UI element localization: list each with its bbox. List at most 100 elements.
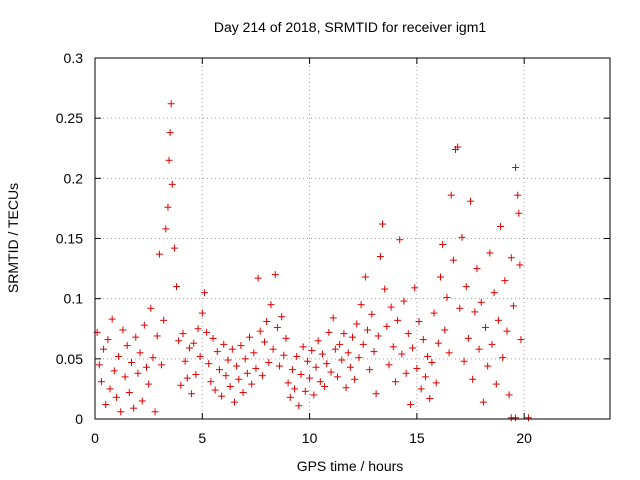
data-point: [387, 303, 395, 311]
data-point: [241, 355, 249, 363]
data-point: [269, 345, 277, 353]
data-point: [267, 301, 275, 309]
data-point: [235, 375, 243, 383]
data-point: [220, 340, 228, 348]
data-point: [233, 362, 241, 370]
axis-ticks: [94, 57, 610, 420]
data-point: [97, 378, 105, 386]
data-point: [194, 325, 202, 333]
data-point: [121, 373, 129, 381]
y-tick-label: 0.1: [64, 291, 84, 307]
data-point: [321, 383, 329, 391]
y-tick-label: 0.25: [56, 110, 83, 126]
data-point: [218, 392, 226, 400]
data-point: [314, 337, 322, 345]
data-point: [353, 320, 361, 328]
grid: [95, 57, 610, 419]
data-point: [278, 313, 286, 321]
data-point: [351, 375, 359, 383]
data-point: [370, 348, 378, 356]
data-point: [306, 374, 314, 382]
data-point: [430, 309, 438, 317]
data-point: [280, 351, 288, 359]
data-point: [115, 352, 123, 360]
data-point: [383, 322, 391, 330]
y-tick-label: 0.2: [64, 170, 84, 186]
data-point: [123, 342, 131, 350]
data-point: [340, 330, 348, 338]
data-point: [185, 344, 193, 352]
data-point: [368, 310, 376, 318]
data-point: [271, 271, 279, 279]
data-point: [366, 366, 374, 374]
data-point: [379, 220, 387, 228]
data-point: [164, 203, 172, 211]
data-point: [471, 308, 479, 316]
data-point: [102, 401, 110, 409]
data-point: [372, 390, 380, 398]
data-point: [400, 297, 408, 305]
data-point: [460, 357, 468, 365]
data-point: [515, 209, 523, 217]
data-point: [355, 354, 363, 362]
data-point: [331, 345, 339, 353]
data-point: [308, 346, 316, 354]
data-point: [132, 333, 140, 341]
data-point: [192, 370, 200, 378]
data-point: [100, 345, 108, 353]
data-point: [265, 358, 273, 366]
data-point: [447, 191, 455, 199]
y-axis-label: SRMTID / TECUs: [5, 183, 21, 293]
x-tick-label: 15: [409, 430, 425, 446]
x-axis-label: GPS time / hours: [297, 458, 404, 474]
data-point: [507, 254, 515, 262]
data-point: [151, 408, 159, 416]
chart-title: Day 214 of 2018, SRMTID for receiver igm…: [214, 19, 487, 35]
data-point: [112, 393, 120, 401]
data-point: [252, 364, 260, 372]
data-point: [207, 378, 215, 386]
data-point: [104, 336, 112, 344]
data-point: [145, 380, 153, 388]
data-point: [250, 349, 258, 357]
data-point: [258, 372, 266, 380]
data-point: [168, 180, 176, 188]
data-point: [323, 360, 331, 368]
data-point: [469, 375, 477, 383]
data-point: [484, 362, 492, 370]
data-point: [389, 343, 397, 351]
data-point: [391, 378, 399, 386]
data-point: [514, 191, 522, 199]
data-point: [228, 345, 236, 353]
data-point: [479, 398, 487, 406]
data-point: [230, 398, 238, 406]
data-point: [190, 339, 198, 347]
data-point: [374, 332, 382, 340]
data-point: [361, 273, 369, 281]
data-point: [224, 356, 232, 364]
x-tick-label: 5: [198, 430, 206, 446]
data-point: [162, 225, 170, 233]
data-point: [477, 298, 485, 306]
data-point: [505, 391, 513, 399]
data-point: [295, 402, 303, 410]
data-point: [140, 321, 148, 329]
data-point: [95, 361, 103, 369]
data-point: [254, 274, 262, 282]
data-point: [246, 333, 253, 341]
y-tick-label: 0.15: [56, 231, 83, 247]
data-point: [426, 395, 434, 403]
data-point: [411, 284, 419, 292]
data-point: [434, 339, 442, 347]
data-point: [424, 352, 432, 360]
data-point: [364, 326, 372, 334]
data-point: [413, 364, 421, 372]
data-point: [499, 354, 507, 362]
data-point: [127, 358, 135, 366]
data-point: [349, 333, 356, 341]
data-point: [445, 349, 453, 357]
data-point: [336, 340, 344, 348]
data-point: [158, 361, 166, 369]
data-point: [177, 381, 185, 389]
data-point: [344, 349, 352, 357]
